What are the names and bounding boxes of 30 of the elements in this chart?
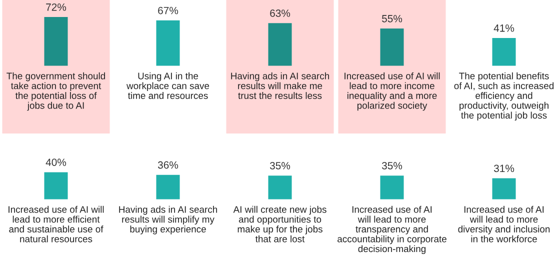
x-tick-label: Having ads in AI search results will simplify my buying experience [119, 206, 217, 234]
x-tick-label: The potential benefits of AI, such as increased efficiency and productivity, outweigh the potential job loss [454, 72, 554, 121]
bar [380, 176, 404, 200]
x-tick-label: Using AI in the workplace can save time and resources [126, 72, 210, 99]
bar [156, 174, 180, 200]
data-label: 72% [46, 3, 66, 11]
data-label: 55% [382, 15, 402, 22]
x-tick-label: Increased use of AI will lead to more efficient and sustainable use of natural resources [8, 206, 104, 242]
x-tick-label: AI will create new jobs and opportunities to make up for the jobs that are lost [233, 206, 326, 242]
bar [156, 20, 180, 66]
data-label: 63% [270, 10, 290, 17]
x-tick-label: Increased use of AI will lead to more transparency and accountability in corporate decision-making [338, 206, 446, 254]
bar [44, 172, 68, 200]
data-label: 67% [158, 6, 178, 14]
bar [268, 176, 292, 200]
data-label: 36% [158, 161, 178, 169]
bar [268, 23, 292, 66]
x-tick-label: Increased use of AI will lead to more income inequality and a more polarized society [344, 72, 440, 111]
data-label: 40% [46, 158, 66, 166]
bar [44, 17, 68, 66]
x-tick-label: Having ads in AI search results will make me trust the results less [231, 72, 329, 99]
x-tick-label: Increased use of AI will lead to more diversity and inclusion in the workforce [458, 206, 550, 242]
x-tick-label: The government should take action to prevent the potential loss of jobs due to AI [6, 72, 106, 111]
bar [492, 38, 516, 66]
data-label: 31% [494, 164, 514, 172]
data-label: 35% [270, 162, 290, 170]
bar [492, 178, 516, 200]
data-label: 35% [382, 162, 402, 170]
data-label: 41% [494, 24, 514, 32]
bar [380, 28, 404, 66]
